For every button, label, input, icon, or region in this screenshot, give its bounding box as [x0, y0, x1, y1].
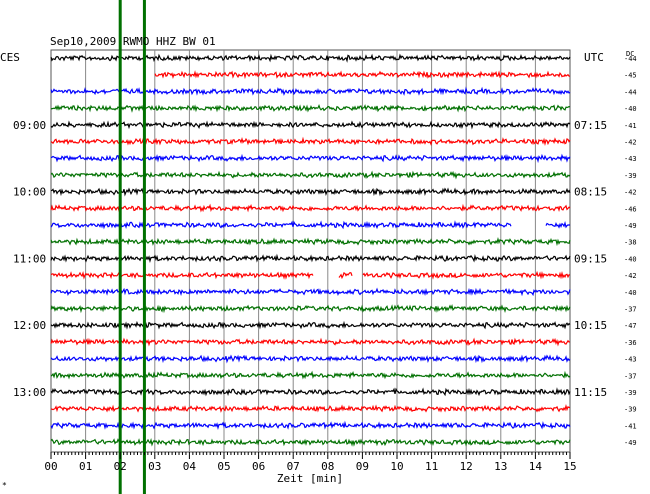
x-tick-label: 04 [183, 460, 197, 473]
trace-line [50, 354, 571, 364]
trace-line [50, 337, 571, 347]
dc-offset-label: -42 [624, 189, 637, 197]
trace-line [50, 253, 571, 264]
dc-offset-label: -40 [624, 255, 637, 263]
trace-line [50, 103, 571, 113]
footer-mark: * [2, 481, 7, 490]
x-tick-label: 01 [79, 460, 92, 473]
right-time-label: 07:15 [574, 119, 607, 132]
trace-line [50, 270, 570, 280]
trace-line [50, 236, 571, 247]
dc-offset-label: -41 [624, 122, 637, 130]
dc-offset-label: -47 [624, 322, 637, 330]
dc-offset-label: -41 [624, 422, 637, 430]
x-tick-label: 12 [460, 460, 473, 473]
right-time-label: 11:15 [574, 386, 607, 399]
trace-line [50, 136, 571, 147]
trace-line [50, 86, 571, 96]
left-time-label: 13:00 [13, 386, 46, 399]
trace-line [50, 287, 571, 297]
trace-line [50, 170, 571, 180]
dc-offset-label: -40 [624, 289, 637, 297]
x-tick-label: 00 [44, 460, 57, 473]
dc-offset-label: -44 [624, 88, 637, 96]
dc-offset-label: -39 [624, 389, 637, 397]
dc-offset-label: -49 [624, 439, 637, 447]
dc-offset-label: -39 [624, 406, 637, 414]
trace-line [50, 320, 571, 330]
dc-offset-label: -49 [624, 222, 637, 230]
x-tick-label: 06 [252, 460, 265, 473]
right-axis-title: UTC [584, 51, 604, 64]
x-axis-label: Zeit [min] [277, 472, 343, 485]
left-time-label: 10:00 [13, 186, 46, 199]
trace-line [50, 53, 571, 63]
dc-offset-label: -42 [624, 139, 637, 147]
trace-line [50, 370, 571, 380]
x-tick-label: 13 [494, 460, 507, 473]
trace-line [50, 387, 571, 397]
traces: -44 -45 -44 -40 -41 -42 -43 -39 -42 -46 -49 -38 -40 -… [13, 53, 637, 447]
right-time-label: 08:15 [574, 186, 607, 199]
dc-offset-label: -43 [624, 155, 637, 163]
left-axis-title: CES [0, 51, 20, 64]
x-tick-label: 02 [114, 460, 127, 473]
dc-offset-label: -43 [624, 356, 637, 364]
x-tick-label: 05 [217, 460, 230, 473]
trace-line [50, 153, 571, 164]
events [118, 0, 146, 494]
dc-offset-label: -40 [624, 105, 637, 113]
left-time-label: 09:00 [13, 119, 46, 132]
dc-offset-label: -38 [624, 239, 637, 247]
trace-line [50, 403, 571, 413]
x-tick-label: 03 [148, 460, 161, 473]
dc-offset-label: -36 [624, 339, 637, 347]
x-tick-label: 11 [425, 460, 438, 473]
x-tick-label: 09 [356, 460, 369, 473]
dc-offset-label: -46 [624, 205, 637, 213]
dc-offset-label: -37 [624, 306, 637, 314]
dc-label: DC [626, 50, 634, 58]
trace-line [154, 70, 571, 80]
trace-line [50, 220, 571, 230]
x-tick-label: 08 [321, 460, 334, 473]
right-time-label: 10:15 [574, 319, 607, 332]
trace-line [50, 420, 571, 431]
trace-line [50, 303, 571, 314]
x-tick-label: 15 [563, 460, 576, 473]
dc-offset-label: -42 [624, 272, 637, 280]
dc-offset-label: -39 [624, 172, 637, 180]
left-time-label: 12:00 [13, 319, 46, 332]
trace-line [50, 203, 571, 213]
trace-line [50, 187, 571, 197]
dc-offset-label: -45 [624, 72, 637, 80]
dc-offset-label: -37 [624, 372, 637, 380]
left-time-label: 11:00 [13, 252, 46, 265]
dc-offset-label: -44 [624, 55, 637, 63]
x-tick-label: 10 [390, 460, 403, 473]
x-tick-label: 14 [529, 460, 543, 473]
trace-line [50, 438, 571, 447]
grid [50, 49, 571, 453]
time-axis: 00 01 02 03 04 05 06 07 08 09 10 11 12 13 14 15 [44, 452, 577, 473]
chart-title: Sep10,2009 RWMO HHZ BW 01 [50, 35, 216, 48]
x-tick-label: 07 [287, 460, 300, 473]
right-time-label: 09:15 [574, 252, 607, 265]
trace-line [50, 120, 571, 130]
